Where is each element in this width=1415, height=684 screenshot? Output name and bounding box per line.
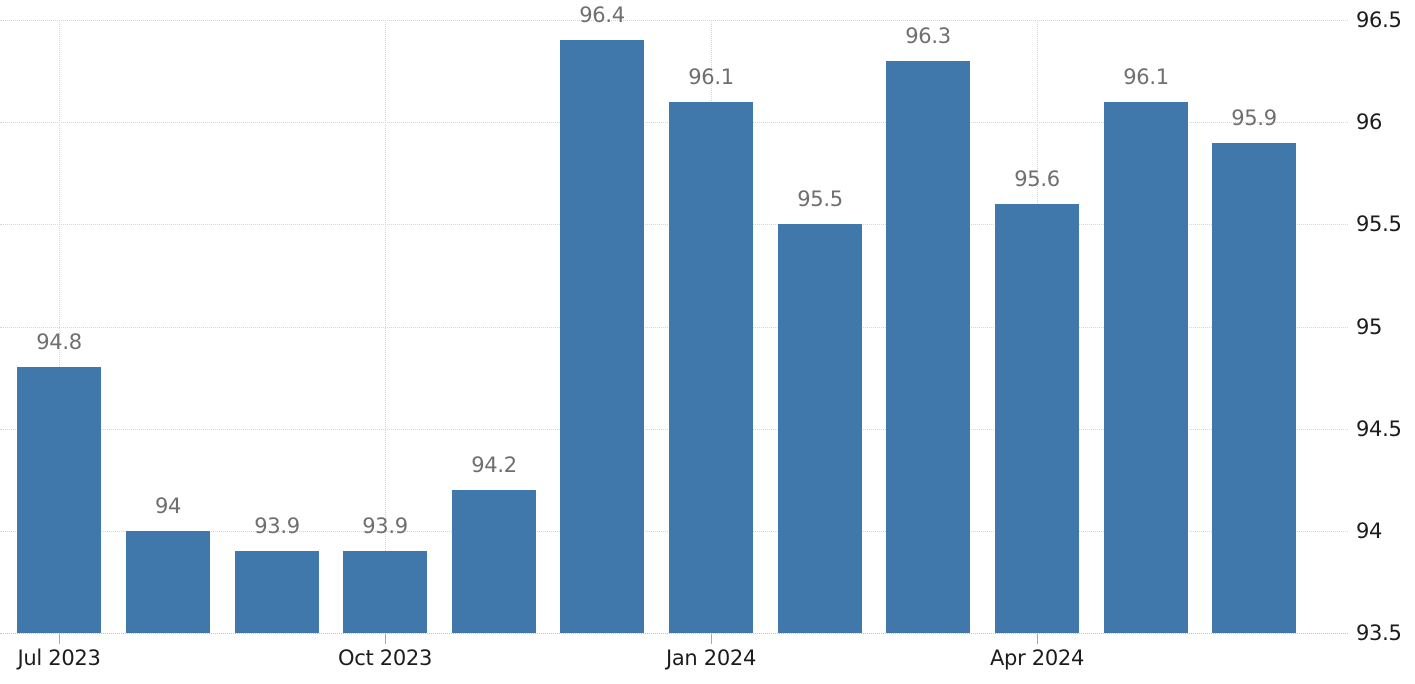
x-axis-tick [1037,634,1038,644]
vertical-gridline [59,20,60,633]
bar-value-label: 95.9 [1231,106,1277,130]
y-axis-tick-label: 96.5 [1356,8,1402,32]
bar-value-label: 95.6 [1014,167,1060,191]
y-axis-tick-label: 94 [1356,519,1383,543]
bar[interactable] [995,204,1079,633]
bar[interactable] [669,102,753,633]
x-axis-tick [59,634,60,644]
y-axis-tick-label: 95.5 [1356,212,1402,236]
bar-value-label: 96.4 [579,3,625,27]
bar[interactable] [560,40,644,633]
x-axis-tick-label: Jul 2023 [17,646,101,670]
bar-value-label: 94.2 [471,453,517,477]
y-axis-tick-label: 93.5 [1356,621,1402,645]
bar[interactable] [452,490,536,633]
bar[interactable] [235,551,319,633]
y-axis-tick-label: 94.5 [1356,417,1402,441]
y-axis-tick-label: 96 [1356,110,1383,134]
bar-value-label: 96.3 [905,24,951,48]
bar[interactable] [778,224,862,633]
bar-value-label: 93.9 [362,514,408,538]
bar[interactable] [1212,143,1296,633]
x-axis-tick-label: Oct 2023 [337,646,433,670]
bar-value-label: 96.1 [688,65,734,89]
horizontal-gridline [0,20,1348,21]
y-axis-tick-label: 95 [1356,315,1383,339]
bar-value-label: 95.5 [797,187,843,211]
x-axis-tick [385,634,386,644]
x-axis-tick-label: Apr 2024 [989,646,1085,670]
bar-value-label: 94.8 [36,330,82,354]
bar[interactable] [17,367,101,633]
bar[interactable] [343,551,427,633]
x-axis-tick [711,634,712,644]
bar-value-label: 96.1 [1123,65,1169,89]
vertical-gridline [385,20,386,633]
bar[interactable] [126,531,210,633]
bar-value-label: 94 [154,494,182,518]
bar[interactable] [1104,102,1188,633]
bar[interactable] [886,61,970,633]
x-axis-tick-label: Jan 2024 [665,646,757,670]
bar-value-label: 93.9 [254,514,300,538]
x-axis-baseline [0,633,1348,634]
